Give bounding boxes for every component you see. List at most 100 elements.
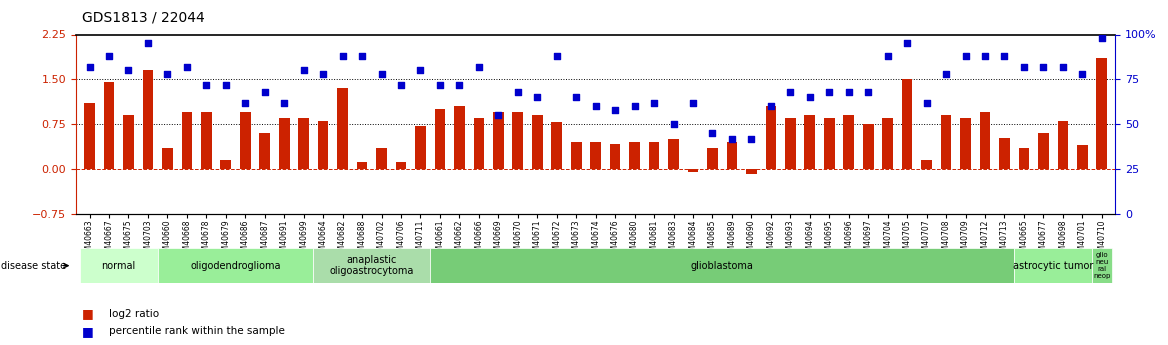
Bar — [707, 148, 718, 169]
Bar — [434, 109, 445, 169]
Bar — [338, 88, 348, 169]
Point — [431, 82, 450, 88]
Bar — [79, 248, 158, 283]
Point — [391, 82, 410, 88]
Bar — [142, 70, 153, 169]
Text: disease state: disease state — [1, 261, 67, 270]
Point — [800, 95, 819, 100]
Point — [508, 89, 527, 95]
Bar — [1092, 248, 1112, 283]
Bar — [765, 106, 777, 169]
Bar — [181, 112, 193, 169]
Point — [197, 82, 216, 88]
Point — [898, 41, 917, 46]
Bar — [473, 118, 485, 169]
Point — [1092, 35, 1111, 41]
Bar — [843, 115, 854, 169]
Point — [333, 53, 352, 59]
Text: glioblastoma: glioblastoma — [690, 261, 753, 270]
Point — [81, 64, 99, 70]
Bar — [493, 112, 503, 169]
Bar — [84, 103, 95, 169]
Point — [625, 104, 644, 109]
Bar — [201, 112, 211, 169]
Point — [1073, 71, 1092, 77]
Point — [957, 53, 975, 59]
Point — [917, 100, 936, 106]
Bar — [298, 118, 310, 169]
Point — [606, 107, 625, 112]
Point — [139, 41, 158, 46]
Point — [762, 104, 780, 109]
Bar — [1014, 248, 1092, 283]
Bar — [1018, 148, 1029, 169]
Point — [274, 100, 293, 106]
Bar — [221, 160, 231, 169]
Point — [1015, 64, 1034, 70]
Bar — [123, 115, 134, 169]
Point — [645, 100, 663, 106]
Text: percentile rank within the sample: percentile rank within the sample — [109, 326, 285, 336]
Point — [314, 71, 333, 77]
Bar — [922, 160, 932, 169]
Point — [548, 53, 566, 59]
Bar — [688, 169, 698, 172]
Point — [1054, 64, 1072, 70]
Point — [256, 89, 274, 95]
Point — [528, 95, 547, 100]
Text: ■: ■ — [82, 325, 93, 338]
Bar — [430, 248, 1014, 283]
Text: oligodendroglioma: oligodendroglioma — [190, 261, 280, 270]
Point — [450, 82, 468, 88]
Bar — [104, 82, 114, 169]
Bar — [746, 169, 757, 174]
Bar — [980, 112, 990, 169]
Point — [411, 68, 430, 73]
Bar — [630, 142, 640, 169]
Bar — [940, 115, 952, 169]
Text: glio
neu
ral
neop: glio neu ral neop — [1093, 252, 1111, 279]
Bar — [376, 148, 387, 169]
Point — [489, 112, 508, 118]
Point — [858, 89, 877, 95]
Point — [683, 100, 702, 106]
Bar — [590, 142, 602, 169]
Text: GDS1813 / 22044: GDS1813 / 22044 — [82, 10, 204, 24]
Point — [353, 53, 371, 59]
Bar — [805, 115, 815, 169]
Point — [665, 121, 683, 127]
Bar — [318, 121, 328, 169]
Bar — [279, 118, 290, 169]
Point — [703, 130, 722, 136]
Point — [878, 53, 897, 59]
Text: anaplastic
oligoastrocytoma: anaplastic oligoastrocytoma — [329, 255, 413, 276]
Point — [1034, 64, 1052, 70]
Point — [840, 89, 858, 95]
Point — [566, 95, 585, 100]
Point — [975, 53, 994, 59]
Bar — [1077, 145, 1087, 169]
Bar — [902, 79, 912, 169]
Point — [820, 89, 839, 95]
Point — [781, 89, 800, 95]
Point — [236, 100, 255, 106]
Point — [937, 71, 955, 77]
Point — [723, 136, 742, 141]
Bar — [1057, 121, 1069, 169]
Bar — [863, 124, 874, 169]
Point — [995, 53, 1014, 59]
Bar — [313, 248, 430, 283]
Bar — [610, 144, 620, 169]
Bar — [882, 118, 894, 169]
Bar — [259, 133, 270, 169]
Point — [373, 71, 391, 77]
Point — [742, 136, 760, 141]
Point — [178, 64, 196, 70]
Bar — [239, 112, 251, 169]
Bar — [356, 162, 368, 169]
Bar — [726, 142, 737, 169]
Bar — [1097, 58, 1107, 169]
Bar — [158, 248, 313, 283]
Bar — [668, 139, 679, 169]
Bar — [162, 148, 173, 169]
